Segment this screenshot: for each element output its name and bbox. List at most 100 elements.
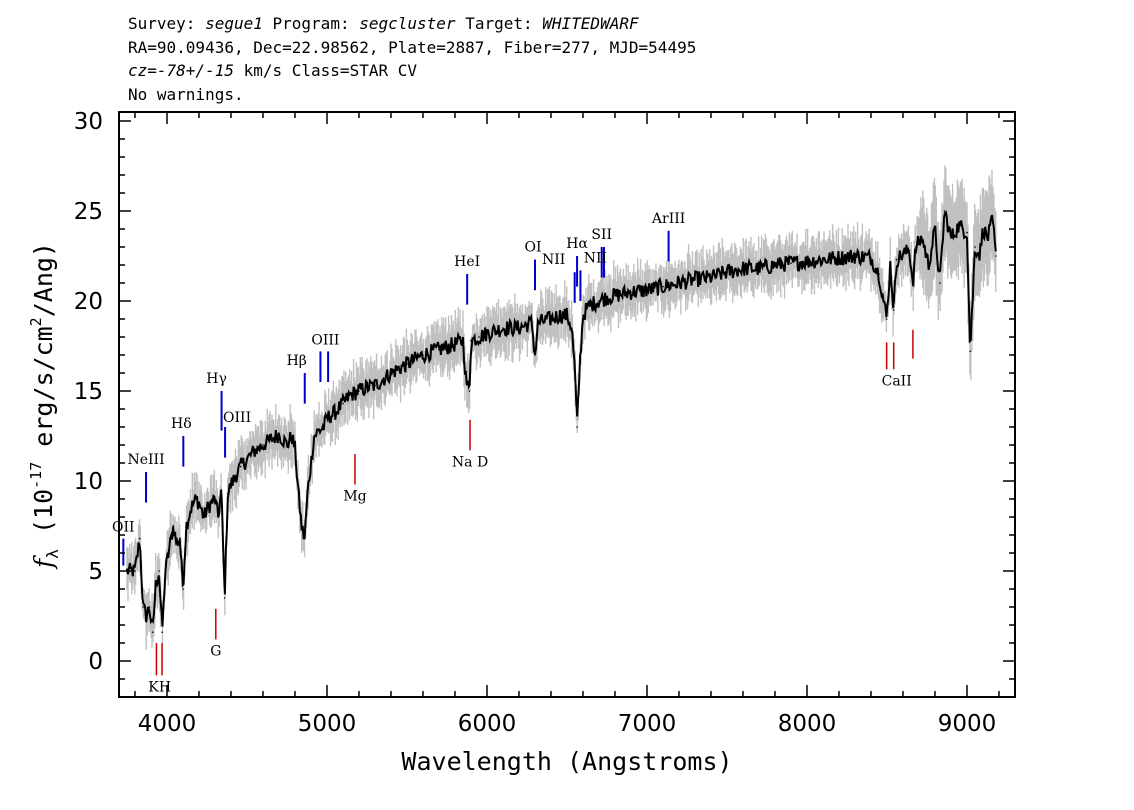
x-tick-label: 4000 xyxy=(138,711,197,737)
emission-line-label: Hβ xyxy=(287,353,307,369)
flux-point xyxy=(606,296,608,299)
x-tick-label: 8000 xyxy=(778,711,837,737)
flux-point xyxy=(326,417,328,419)
flux-point xyxy=(291,435,293,437)
flux-point xyxy=(211,501,213,504)
y-tick-label: 20 xyxy=(74,289,103,315)
flux-point xyxy=(167,552,170,554)
x-tick-label: 9000 xyxy=(938,711,997,737)
flux-point xyxy=(995,255,997,257)
flux-point xyxy=(915,246,917,248)
flux-point xyxy=(878,273,880,275)
flux-point xyxy=(726,271,728,274)
emission-line-label: OI xyxy=(524,240,541,256)
y-tick-label: 15 xyxy=(74,379,103,405)
flux-point xyxy=(350,393,352,396)
flux-point xyxy=(161,631,163,633)
emission-line-label: NeIII xyxy=(127,452,164,468)
flux-point xyxy=(148,606,151,608)
emission-line-label: OIII xyxy=(223,410,251,426)
flux-point xyxy=(142,606,144,608)
flux-point xyxy=(939,282,941,284)
header-line-2: RA=90.09436, Dec=22.98562, Plate=2887, F… xyxy=(128,37,697,57)
emission-line-label: Hα xyxy=(566,236,588,252)
error-band xyxy=(126,165,997,650)
flux-point xyxy=(902,253,904,255)
flux-point xyxy=(214,498,216,500)
flux-point xyxy=(358,390,360,392)
flux-point xyxy=(164,570,167,572)
flux-point xyxy=(790,262,792,265)
flux-point xyxy=(185,525,187,527)
flux-point xyxy=(300,525,303,527)
flux-point xyxy=(151,631,154,633)
flux-point xyxy=(318,429,320,432)
flux-point xyxy=(207,505,210,508)
flux-point xyxy=(390,372,392,374)
flux-point xyxy=(478,336,480,338)
flux-point xyxy=(531,321,533,324)
y-tick-label: 5 xyxy=(88,559,103,585)
flux-point xyxy=(195,498,197,500)
flux-point xyxy=(470,339,472,342)
flux-point xyxy=(294,447,296,450)
flux-point xyxy=(235,474,237,477)
header-line-4: No warnings. xyxy=(128,84,244,104)
flux-point xyxy=(374,384,376,387)
flux-point xyxy=(838,257,840,259)
flux-point xyxy=(987,237,989,239)
flux-point xyxy=(630,291,632,293)
flux-point xyxy=(145,615,147,617)
x-tick-label: 6000 xyxy=(458,711,517,737)
flux-point xyxy=(694,278,696,281)
emission-line-label: Hδ xyxy=(171,416,192,432)
flux-point xyxy=(908,249,911,252)
emission-line-label: NII xyxy=(542,252,565,268)
flux-point xyxy=(278,433,280,436)
program-label: Program: xyxy=(272,14,350,33)
flux-point xyxy=(934,228,936,230)
flux-point xyxy=(518,327,520,329)
flux-point xyxy=(198,501,200,504)
header-line-1: Survey: segue1 Program: segcluster Targe… xyxy=(128,12,696,36)
absorption-line-label: K xyxy=(148,679,159,695)
target-label: Target: xyxy=(465,14,533,33)
flux-point xyxy=(217,516,219,518)
flux-point xyxy=(806,260,808,263)
flux-point xyxy=(486,332,488,335)
emission-line-label: HeI xyxy=(454,254,480,270)
flux-point xyxy=(220,489,223,491)
flux-layer xyxy=(126,210,997,633)
redshift-value: cz=-78+/-15 xyxy=(128,61,234,80)
flux-point xyxy=(885,318,888,320)
flux-point xyxy=(537,321,539,324)
flux-point xyxy=(323,426,325,428)
flux-point xyxy=(406,363,408,365)
flux-point xyxy=(982,228,984,230)
flux-line xyxy=(126,210,997,627)
flux-point xyxy=(892,309,895,311)
plot-frame xyxy=(118,111,1016,698)
flux-point xyxy=(303,537,306,540)
flux-point xyxy=(614,294,616,297)
flux-point xyxy=(590,303,592,306)
flux-point xyxy=(979,253,981,255)
y-tick-label: 0 xyxy=(88,649,103,675)
flux-point xyxy=(710,276,712,279)
flux-point xyxy=(310,462,312,464)
y-tick-label: 30 xyxy=(74,109,103,135)
flux-point xyxy=(958,224,960,227)
flux-point xyxy=(182,588,184,590)
flux-point xyxy=(139,537,141,540)
x-axis-title: Wavelength (Angstroms) xyxy=(401,747,732,776)
flux-point xyxy=(912,282,914,284)
axis-ticks-layer: 4000 5000 6000 7000 8000 9000 0 5 10 15 20 25 30 xyxy=(74,109,1015,737)
flux-point xyxy=(239,465,242,468)
x-tick-label: 5000 xyxy=(298,711,357,737)
flux-point xyxy=(558,314,560,317)
flux-point xyxy=(969,350,971,353)
flux-point xyxy=(950,237,952,239)
spectrum-header: Survey: segue1 Program: segcluster Targe… xyxy=(128,12,696,106)
flux-point xyxy=(991,219,994,221)
flux-point xyxy=(286,444,288,446)
